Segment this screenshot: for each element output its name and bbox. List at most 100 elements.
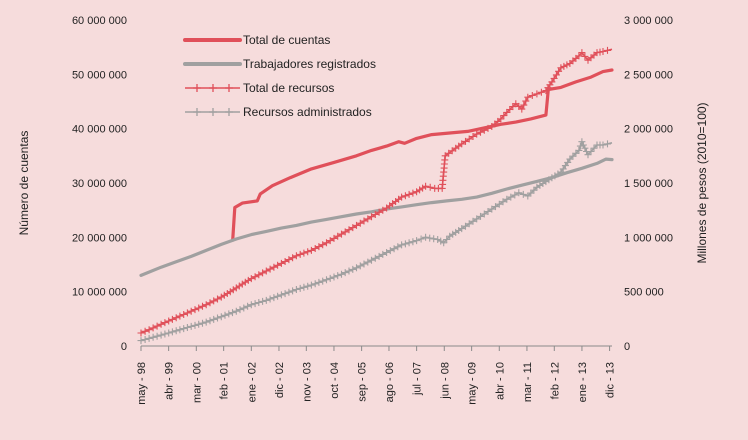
data-point-marker — [437, 237, 445, 245]
data-point-marker — [187, 307, 195, 315]
data-point-marker — [405, 190, 413, 198]
data-point-marker — [383, 249, 391, 256]
data-point-marker — [172, 314, 180, 322]
data-point-marker — [341, 228, 349, 236]
right-y-axis-title: Millones de pesos (2010=100) — [695, 102, 709, 263]
legend-label: Trabajadores registrados — [243, 57, 376, 71]
data-point-marker — [345, 226, 353, 234]
data-point-marker — [527, 189, 535, 197]
x-tick-label: mar - 00 — [191, 362, 203, 403]
data-point-marker — [262, 296, 270, 304]
data-point-marker — [323, 239, 330, 247]
data-point-marker — [187, 322, 195, 330]
data-point-marker — [236, 306, 244, 314]
data-point-marker — [157, 331, 165, 339]
data-point-marker — [323, 276, 330, 284]
data-point-marker — [458, 225, 466, 233]
data-point-marker — [251, 273, 259, 281]
data-point-marker — [165, 329, 173, 337]
x-tick-label: feb - 01 — [219, 362, 231, 399]
data-point-marker — [141, 336, 149, 343]
data-point-marker — [266, 295, 274, 303]
x-tick-label: ago - 06 — [384, 362, 396, 402]
data-point-marker — [277, 259, 285, 267]
data-point-marker — [270, 294, 278, 302]
data-point-marker — [180, 325, 188, 333]
legend-item-recursos-administrados: Recursos administrados — [185, 105, 372, 119]
right-y-tick-label: 500 000 — [624, 287, 664, 299]
legend-label: Total de recursos — [243, 81, 334, 95]
data-point-marker — [379, 250, 387, 258]
data-point-marker — [578, 138, 586, 146]
data-point-marker — [604, 46, 611, 54]
legend: Total de cuentas Trabajadores registrados… — [183, 33, 376, 119]
legend-marker — [193, 84, 201, 92]
data-point-marker — [440, 239, 448, 247]
data-point-marker — [206, 317, 214, 325]
data-point-marker — [353, 221, 360, 229]
data-point-marker — [506, 106, 514, 113]
data-point-marker — [210, 315, 218, 323]
data-point-marker — [300, 249, 308, 257]
data-point-marker — [300, 283, 308, 291]
data-point-marker — [137, 329, 145, 337]
data-point-marker — [499, 198, 507, 206]
data-point-marker — [229, 309, 236, 317]
data-point-marker — [161, 330, 169, 338]
data-point-marker — [180, 311, 188, 318]
data-point-marker — [270, 263, 278, 271]
data-point-marker — [285, 288, 293, 296]
data-point-marker — [511, 191, 519, 199]
data-point-marker — [484, 208, 492, 215]
data-point-marker — [371, 211, 379, 218]
data-point-marker — [575, 146, 583, 154]
data-point-marker — [315, 243, 323, 251]
data-point-marker — [210, 297, 218, 305]
data-point-marker — [266, 265, 274, 273]
data-point-marker — [413, 237, 421, 245]
data-point-marker — [214, 314, 221, 322]
data-point-marker — [386, 247, 394, 255]
data-point-marker — [145, 326, 153, 334]
data-point-marker — [557, 64, 565, 72]
data-point-marker — [311, 245, 319, 252]
data-point-marker — [368, 213, 375, 221]
data-point-marker — [296, 284, 304, 292]
left-y-tick-label: 20 000 000 — [72, 232, 127, 244]
data-point-marker — [338, 270, 345, 278]
data-point-marker — [345, 267, 353, 275]
data-point-marker — [569, 152, 577, 160]
data-point-marker — [240, 304, 248, 312]
data-point-marker — [417, 235, 425, 243]
data-point-marker — [251, 300, 259, 308]
data-point-marker — [473, 130, 481, 138]
data-point-marker — [422, 233, 430, 241]
data-point-marker — [221, 311, 229, 319]
data-point-marker — [503, 195, 511, 203]
data-point-marker — [195, 304, 203, 312]
data-point-marker — [199, 319, 206, 327]
data-point-marker — [599, 141, 607, 149]
data-point-marker — [259, 297, 267, 305]
data-point-marker — [458, 140, 466, 148]
data-point-marker — [405, 239, 413, 247]
data-point-marker — [168, 328, 176, 336]
legend-marker — [225, 108, 233, 116]
data-point-marker — [172, 327, 180, 335]
data-point-marker — [587, 148, 595, 155]
data-point-marker — [566, 155, 574, 163]
data-point-marker — [581, 52, 589, 60]
data-point-marker — [183, 309, 191, 317]
x-tick-label: dic - 02 — [274, 362, 286, 398]
x-tick-label: abr - 10 — [494, 362, 506, 400]
data-point-marker — [277, 291, 285, 299]
data-point-marker — [398, 241, 406, 249]
data-point-marker — [469, 133, 477, 140]
right-y-tick-label: 2 000 000 — [624, 124, 673, 136]
data-point-marker — [157, 320, 165, 328]
data-point-marker — [596, 48, 604, 56]
right-y-tick-label: 0 — [624, 341, 630, 353]
data-point-marker — [519, 190, 527, 198]
data-point-marker — [338, 230, 345, 238]
